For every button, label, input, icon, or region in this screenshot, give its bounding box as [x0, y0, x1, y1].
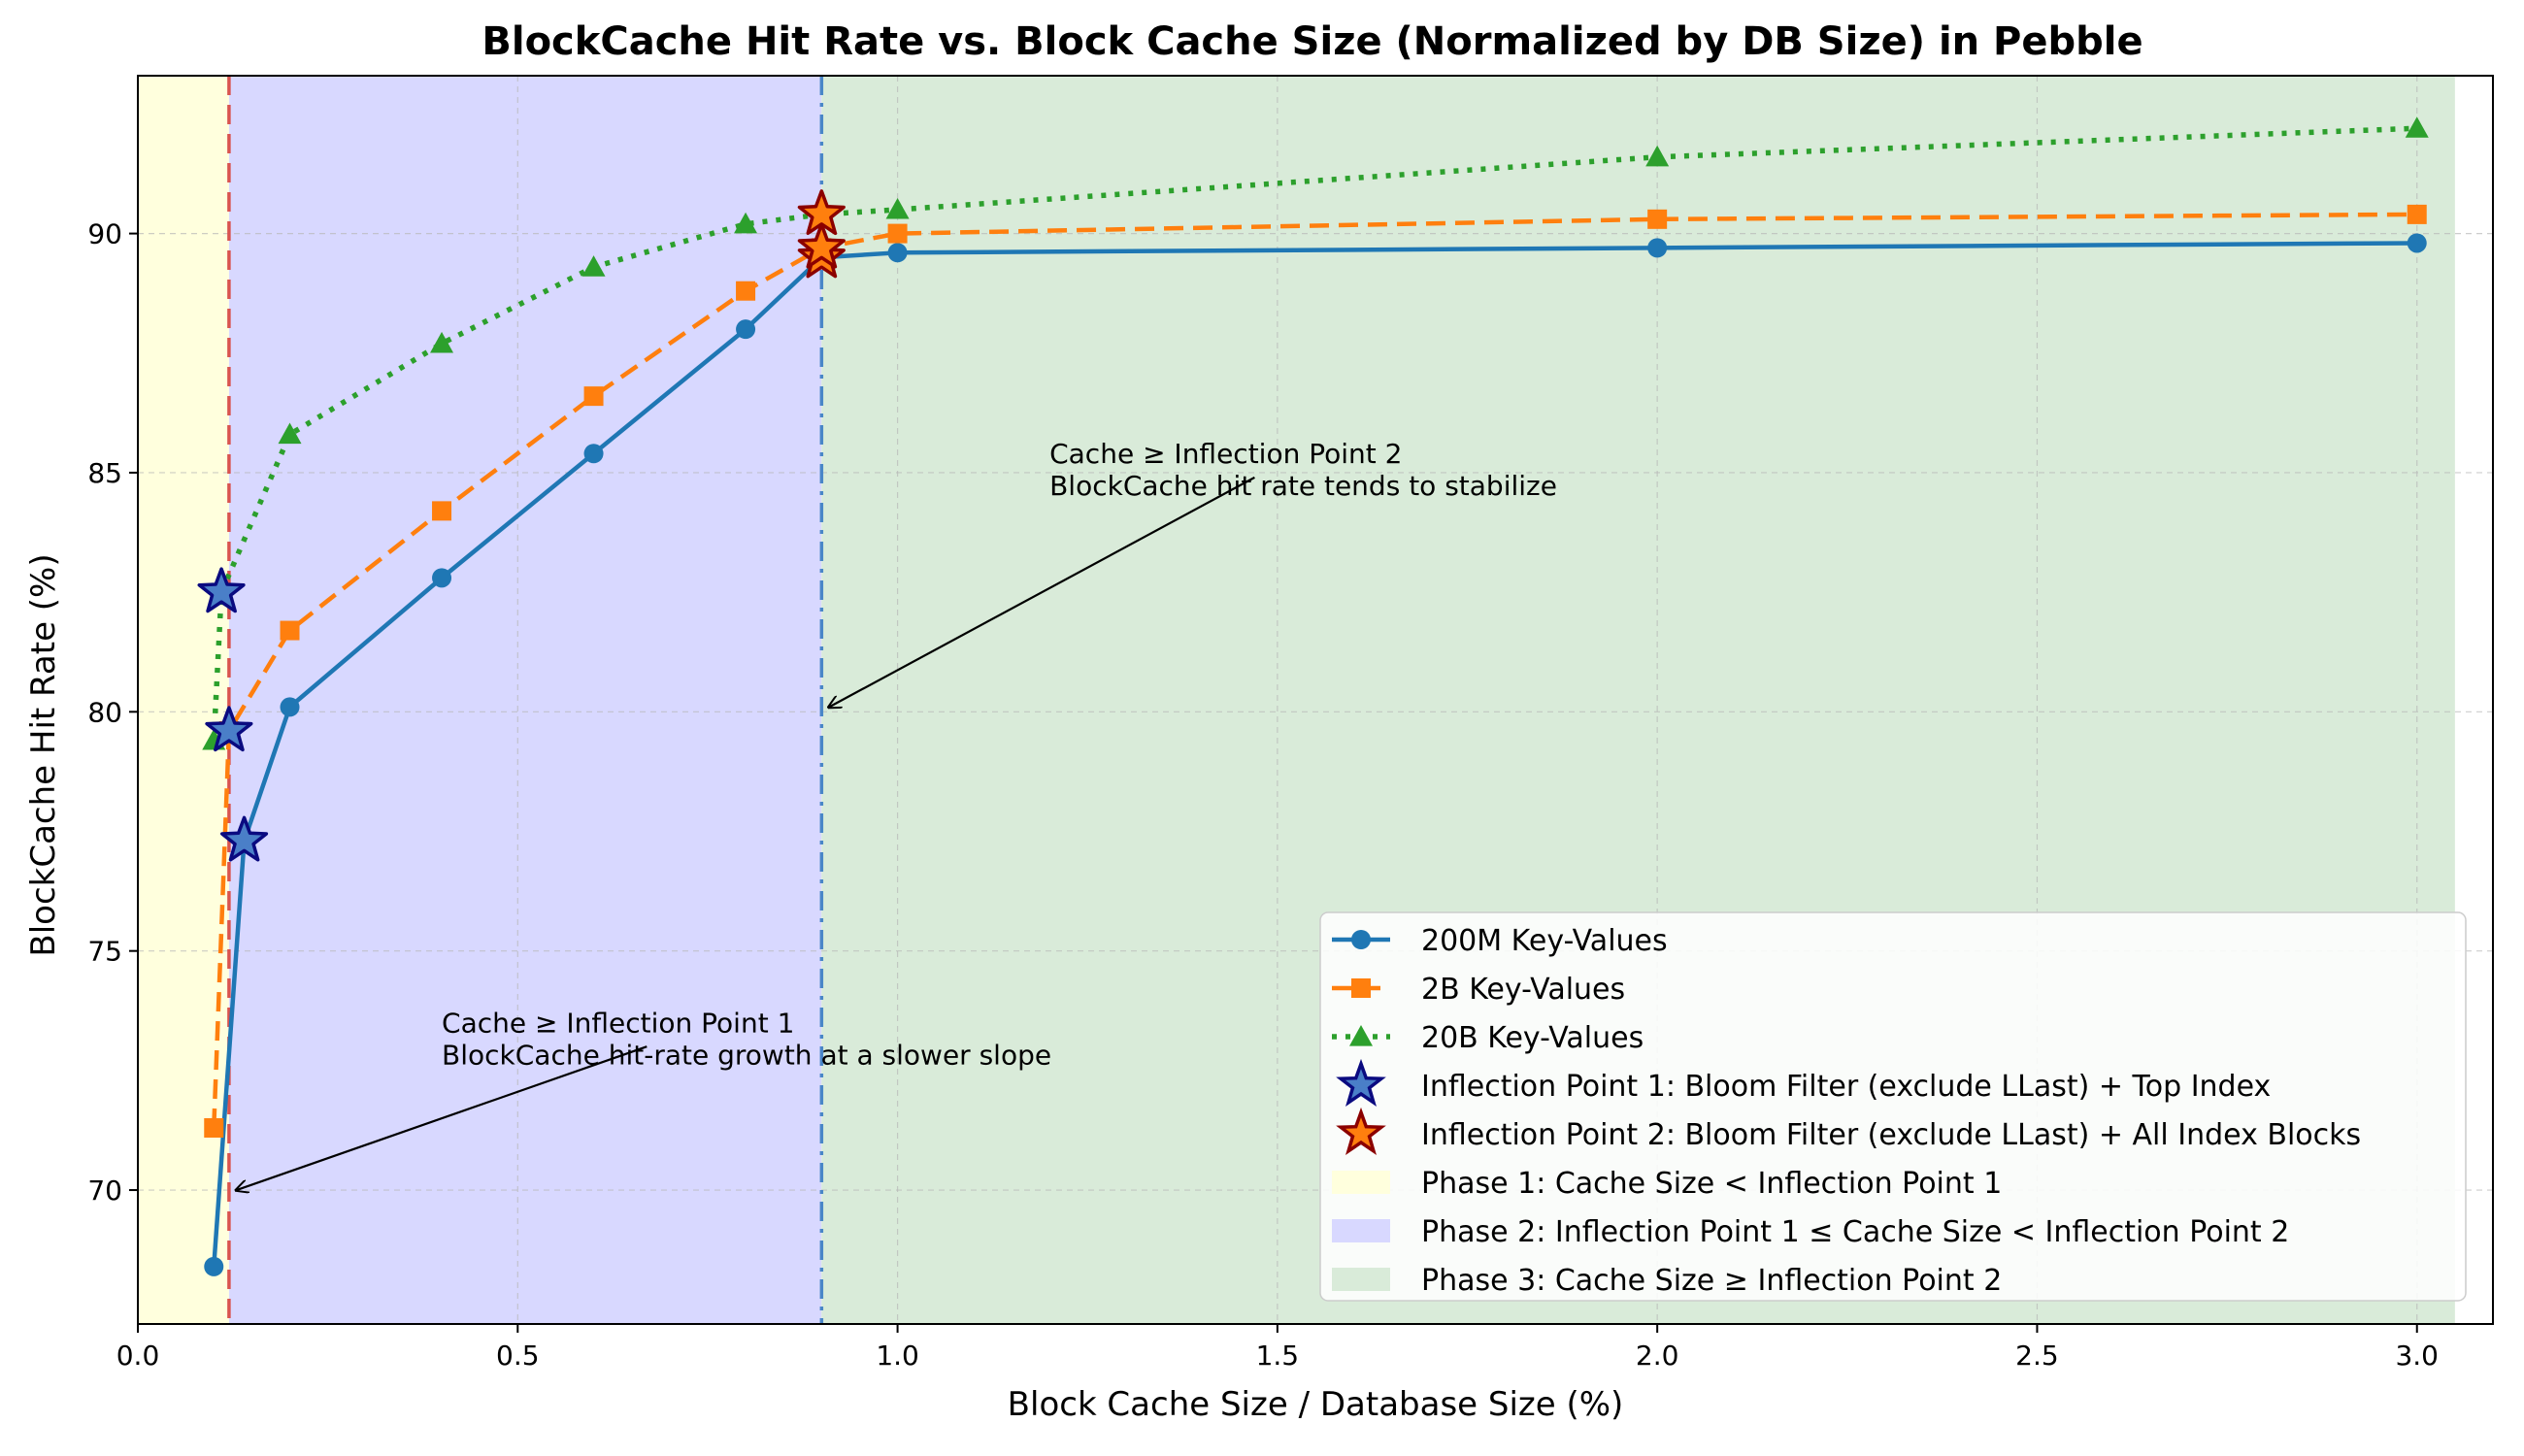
series-1-point [736, 319, 756, 340]
legend-label: Inflection Point 1: Bloom Filter (exclud… [1421, 1070, 2271, 1104]
phase-region-2 [228, 76, 822, 1324]
x-axis-label: Block Cache Size / Database Size (%) [1008, 1385, 1624, 1424]
inflection-point-1-star [205, 706, 253, 752]
inflection-point-1-star [197, 567, 246, 613]
legend-label: 200M Key-Values [1421, 924, 1668, 958]
legend-label: Inflection Point 2: Bloom Filter (exclud… [1421, 1118, 2361, 1152]
legend-box [1319, 911, 2467, 1302]
legend-star-1 [1336, 1058, 1386, 1107]
legend-marker [1349, 1025, 1373, 1046]
y-axis-label: BlockCache Hit Rate (%) [24, 553, 63, 956]
legend-entry: 200M Key-Values [1332, 924, 1668, 958]
y-tick-label: 70 [87, 1175, 122, 1207]
legend-entry: Phase 3: Cache Size ≥ Inflection Point 2 [1332, 1264, 2002, 1298]
y-tick-label: 90 [87, 218, 122, 250]
legend-swatch [1332, 1268, 1390, 1291]
x-tick-label: 2.5 [2015, 1340, 2059, 1372]
legend-swatch [1332, 1171, 1390, 1194]
plot-frame [137, 75, 2494, 1325]
series-3-point [885, 197, 910, 219]
legend-entry: Inflection Point 2: Bloom Filter (exclud… [1336, 1107, 2361, 1155]
legend-marker [1351, 930, 1371, 949]
series-2-point [887, 223, 908, 244]
legend-label: 2B Key-Values [1421, 973, 1625, 1007]
annotation-text-2: Cache ≥ Inflection Point 1 [442, 1007, 794, 1039]
inflection-point-2-star [797, 189, 846, 236]
series-1-point [204, 1256, 224, 1276]
series-1-point [432, 568, 452, 588]
series-2-point [432, 501, 452, 521]
legend-entry: Inflection Point 1: Bloom Filter (exclud… [1336, 1058, 2271, 1107]
series-line-3 [211, 125, 2417, 742]
series-1-point [1647, 238, 1668, 258]
y-tick-label: 85 [87, 457, 122, 489]
x-tick-label: 1.5 [1256, 1340, 1300, 1372]
series-1-point [280, 697, 300, 717]
legend: 200M Key-Values 2B Key-Values 20B Key-Valu… [1319, 911, 2467, 1302]
series-line-1 [212, 241, 2417, 1268]
legend-label: 20B Key-Values [1421, 1021, 1644, 1055]
x-tick-label: 2.0 [1636, 1340, 1679, 1372]
series-3-point [734, 212, 758, 234]
annotation-text-2: BlockCache hit-rate growth at a slower s… [442, 1039, 1051, 1071]
legend-swatch [1332, 1219, 1390, 1242]
inflection-point-2-star [797, 222, 846, 269]
series-line-2 [212, 212, 2417, 1129]
legend-label: Phase 2: Inflection Point 1 ≤ Cache Size… [1421, 1215, 2289, 1249]
series-2-point [736, 281, 756, 301]
legend-entry: Phase 1: Cache Size < Inflection Point 1 [1332, 1167, 2002, 1201]
series-3-point [1645, 145, 1670, 167]
series-1-point [583, 444, 604, 464]
legend-label: Phase 1: Cache Size < Inflection Point 1 [1421, 1167, 2002, 1201]
y-tick-label: 75 [87, 936, 122, 968]
legend-label: Phase 3: Cache Size ≥ Inflection Point 2 [1421, 1264, 2002, 1298]
x-tick-label: 1.0 [876, 1340, 919, 1372]
legend-entry: 2B Key-Values [1332, 973, 1625, 1007]
series-2-point [2407, 204, 2427, 224]
legend-star-2 [1336, 1107, 1386, 1155]
y-tick-label: 80 [87, 696, 122, 728]
inflection-point-1-star [219, 815, 269, 862]
annotation-text-1: BlockCache hit rate tends to stabilize [1049, 470, 1557, 502]
annotation-text-1: Cache ≥ Inflection Point 2 [1049, 438, 1402, 470]
series-2-point [280, 620, 300, 641]
x-tick-label: 3.0 [2395, 1340, 2439, 1372]
series-3-point [2405, 116, 2429, 138]
chart-title: BlockCache Hit Rate vs. Block Cache Size… [482, 19, 2142, 64]
legend-entry: 20B Key-Values [1332, 1021, 1644, 1055]
series-2-point [583, 386, 604, 407]
annotation-arrow-1 [829, 476, 1255, 708]
legend-marker [1351, 978, 1371, 998]
series-3-point [278, 422, 302, 445]
series-3-point [430, 331, 454, 353]
series-1-point [887, 243, 908, 263]
series-2-point [204, 1117, 224, 1138]
legend-entry: Phase 2: Inflection Point 1 ≤ Cache Size… [1332, 1215, 2289, 1249]
x-tick-label: 0.0 [116, 1340, 160, 1372]
series-3-point [581, 255, 606, 277]
series-1-point [2407, 233, 2427, 253]
annotation-arrow-2 [237, 1045, 648, 1190]
x-tick-label: 0.5 [496, 1340, 540, 1372]
series-2-point [1647, 209, 1668, 229]
